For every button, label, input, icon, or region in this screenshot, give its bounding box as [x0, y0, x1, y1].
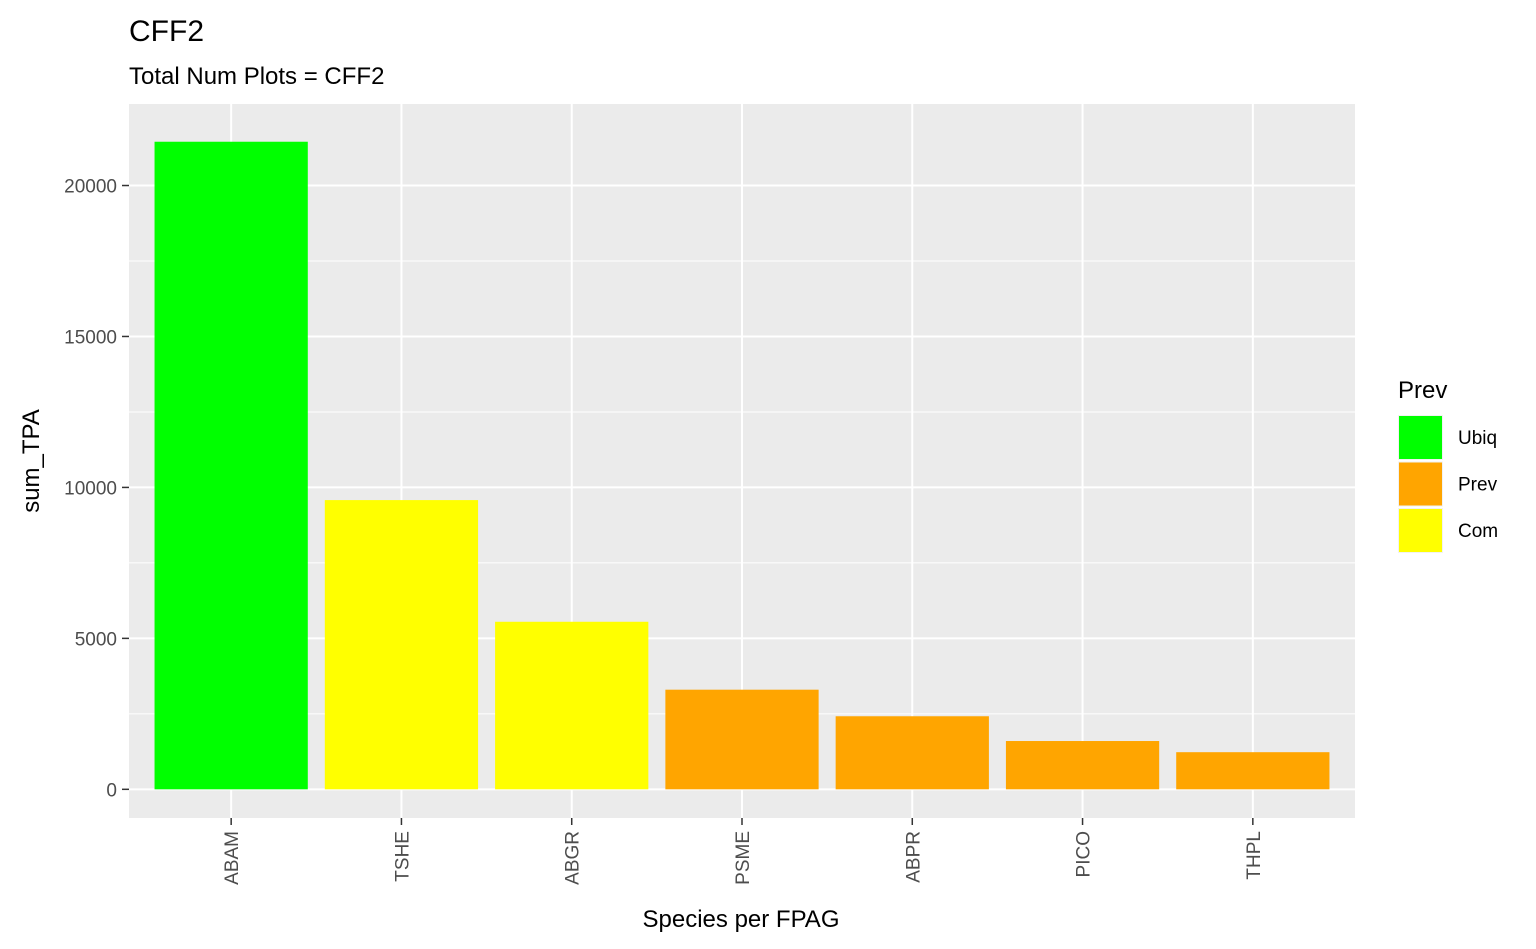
x-axis-title: Species per FPAG [643, 906, 840, 933]
legend-swatch-com [1399, 509, 1442, 552]
bar-psme [665, 689, 819, 790]
chart-subtitle: Total Num Plots = CFF2 [129, 63, 384, 90]
x-tick-label: THPL [1244, 831, 1265, 880]
y-axis: 0 5000 10000 15000 20000 [64, 177, 129, 801]
bar-thpl [1176, 752, 1330, 790]
legend-label: Ubiq [1458, 428, 1497, 449]
x-tick-label: ABPR [903, 831, 924, 883]
y-tick-label: 10000 [64, 478, 117, 499]
bar-abam [154, 141, 308, 790]
legend-swatch-prev [1399, 462, 1442, 506]
x-tick-label: ABGR [563, 831, 584, 885]
legend: Prev Ubiq Prev Com [1398, 377, 1498, 553]
chart-title: CFF2 [129, 15, 204, 48]
bar-abgr [495, 621, 649, 790]
x-tick-label: TSHE [392, 831, 413, 882]
y-tick-label: 15000 [64, 327, 117, 348]
y-tick-label: 20000 [64, 177, 117, 198]
bar-abpr [835, 716, 989, 790]
y-tick-label: 0 [106, 780, 117, 801]
bars [154, 141, 1330, 790]
legend-label: Prev [1458, 475, 1498, 496]
x-tick-label: PSME [733, 831, 754, 885]
x-tick-label: ABAM [222, 831, 243, 885]
legend-swatch-ubiq [1399, 416, 1442, 459]
y-axis-title: sum_TPA [18, 409, 45, 513]
x-tick-label: PICO [1074, 831, 1095, 877]
y-tick-label: 5000 [75, 629, 117, 650]
legend-title: Prev [1398, 377, 1447, 404]
x-axis: ABAM TSHE ABGR PSME ABPR PICO THPL [222, 818, 1265, 885]
bar-pico [1005, 741, 1160, 790]
bar-tshe [324, 500, 479, 790]
legend-label: Com [1458, 521, 1498, 542]
